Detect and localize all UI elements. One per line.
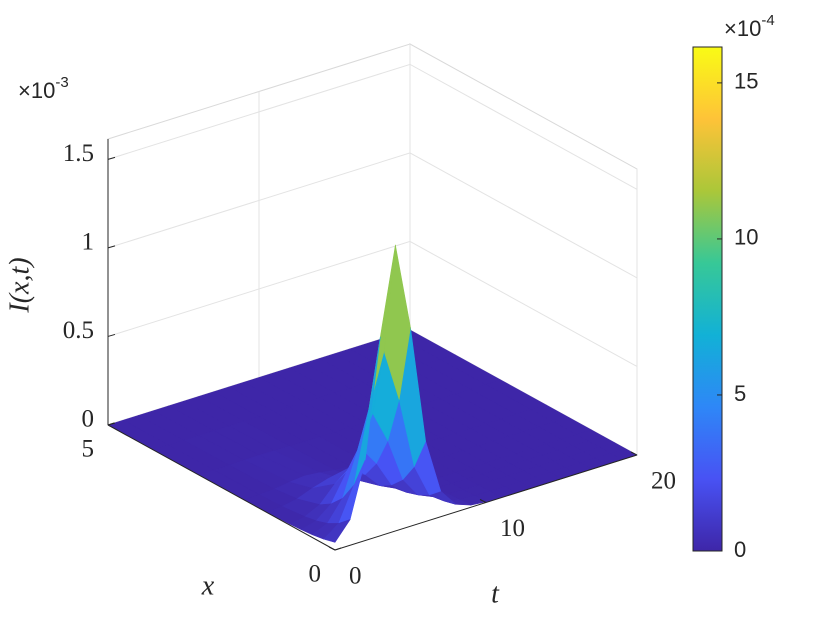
t-tick-label: 10 <box>500 515 525 542</box>
colorbar-tick-label: 5 <box>734 381 746 406</box>
t-tick-label: 0 <box>349 563 362 590</box>
colorbar-tick-label: 15 <box>734 69 758 94</box>
t-axis-label: t <box>491 578 500 609</box>
t-tick <box>328 546 336 551</box>
x-tick <box>107 422 115 426</box>
surface-patch <box>323 519 351 543</box>
x-tick-label: 5 <box>82 436 95 463</box>
t-tick <box>479 499 487 503</box>
x-axis-line <box>107 424 336 551</box>
z-multiplier-base: ×10 <box>18 78 55 103</box>
x-axis-label: x <box>201 570 215 601</box>
colorbar-multiplier-exponent: -4 <box>761 12 774 29</box>
t-tick-label: 20 <box>651 468 676 495</box>
z-tick <box>107 245 116 249</box>
x-tick-label: 0 <box>309 561 322 588</box>
colorbar-multiplier: ×10-4 <box>724 12 775 41</box>
z-tick-label: 1 <box>82 229 95 256</box>
z-tick-label: 1.5 <box>63 140 94 167</box>
z-axis-label: I(x,t) <box>4 257 35 313</box>
x-tick <box>334 547 342 551</box>
colorbar-multiplier-base: ×10 <box>724 16 761 41</box>
colorbar-tick-label: 0 <box>734 537 746 562</box>
colorbar <box>692 46 723 552</box>
colorbar-tick-label: 10 <box>734 225 758 250</box>
z-tick <box>107 333 116 337</box>
t-tick <box>630 451 638 456</box>
z-tick-label: 0.5 <box>63 317 94 344</box>
z-multiplier: ×10-3 <box>18 74 69 103</box>
z-tick <box>107 156 116 160</box>
z-multiplier-exponent: -3 <box>55 74 68 91</box>
z-tick-label: 0 <box>82 406 95 433</box>
